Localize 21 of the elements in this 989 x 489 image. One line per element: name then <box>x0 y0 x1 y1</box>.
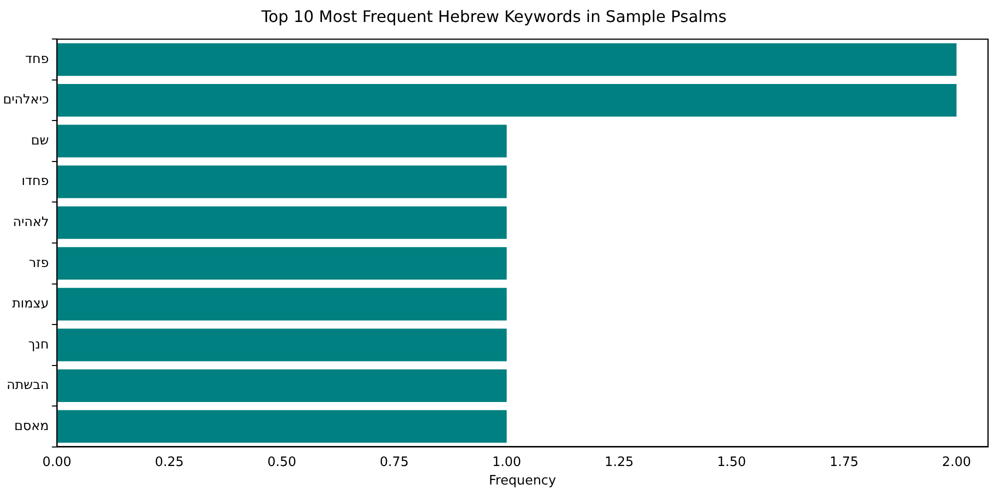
x-axis-title: Frequency <box>488 474 556 489</box>
y-tick-label: מאסם <box>14 418 49 434</box>
y-tick-label: פחד <box>25 52 49 67</box>
y-tick-label: עצמות <box>12 296 49 312</box>
x-tick-label: 0.50 <box>267 454 296 470</box>
y-tick-label: שם <box>31 133 49 148</box>
x-tick-label: 1.75 <box>830 454 859 470</box>
x-tick-label: 1.25 <box>604 454 634 470</box>
x-tick-label: 1.50 <box>717 454 746 470</box>
y-tick-label: חנך <box>28 337 49 352</box>
y-tick-label: כיאלהים <box>2 92 50 108</box>
y-tick-label: הבשתה <box>6 378 49 394</box>
y-tick-label: פחדו <box>22 174 49 190</box>
x-tick-label: 0.00 <box>42 454 72 470</box>
x-tick-label: 2.00 <box>942 454 971 470</box>
x-tick-label: 0.25 <box>154 454 184 470</box>
x-tick-label: 1.00 <box>492 454 522 470</box>
y-tick-label: לאהיה <box>12 214 49 230</box>
chart-title: Top 10 Most Frequent Hebrew Keywords in Sample Psalms <box>260 6 727 26</box>
y-tick-label: פזר <box>28 256 49 271</box>
x-tick-label: 0.75 <box>380 454 409 470</box>
